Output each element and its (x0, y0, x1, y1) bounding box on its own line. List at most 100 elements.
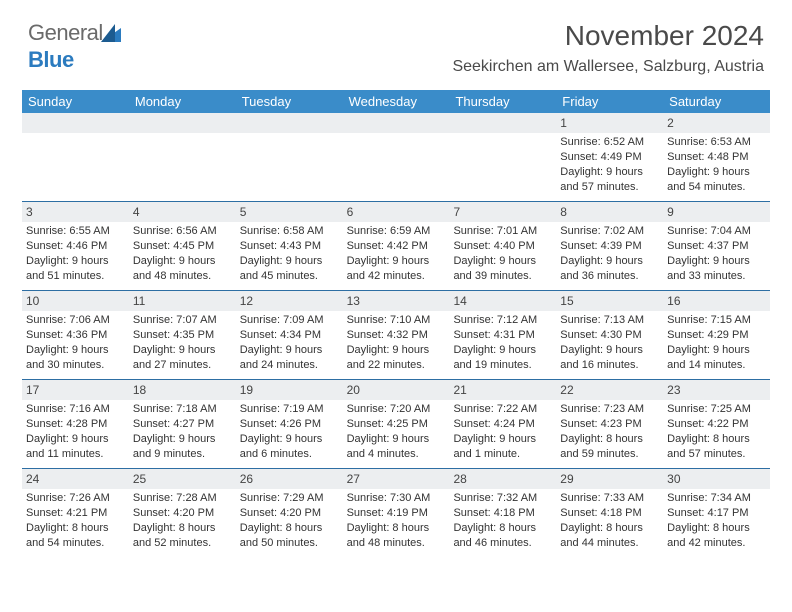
day-cell: 9Sunrise: 7:04 AMSunset: 4:37 PMDaylight… (663, 202, 770, 290)
day-number: 5 (236, 202, 343, 222)
day-number: 1 (556, 113, 663, 133)
day-number: 7 (449, 202, 556, 222)
day-body: Sunrise: 6:53 AMSunset: 4:48 PMDaylight:… (667, 135, 766, 194)
sunrise-text: Sunrise: 7:07 AM (133, 313, 232, 328)
sunrise-text: Sunrise: 6:59 AM (347, 224, 446, 239)
day-header-monday: Monday (129, 90, 236, 113)
sunrise-text: Sunrise: 6:55 AM (26, 224, 125, 239)
day-header-tuesday: Tuesday (236, 90, 343, 113)
day-number: 20 (343, 380, 450, 400)
daylight-text: Daylight: 9 hours and 1 minute. (453, 432, 552, 462)
daylight-text: Daylight: 8 hours and 48 minutes. (347, 521, 446, 551)
daylight-text: Daylight: 9 hours and 6 minutes. (240, 432, 339, 462)
day-body: Sunrise: 7:18 AMSunset: 4:27 PMDaylight:… (133, 402, 232, 461)
day-cell: 23Sunrise: 7:25 AMSunset: 4:22 PMDayligh… (663, 380, 770, 468)
sunset-text: Sunset: 4:32 PM (347, 328, 446, 343)
day-number: 12 (236, 291, 343, 311)
day-header-saturday: Saturday (663, 90, 770, 113)
daylight-text: Daylight: 9 hours and 19 minutes. (453, 343, 552, 373)
logo-general-text: General (28, 20, 103, 45)
daylight-text: Daylight: 9 hours and 33 minutes. (667, 254, 766, 284)
sunset-text: Sunset: 4:29 PM (667, 328, 766, 343)
logo-blue-text: Blue (28, 47, 74, 72)
daylight-text: Daylight: 8 hours and 59 minutes. (560, 432, 659, 462)
daylight-text: Daylight: 9 hours and 30 minutes. (26, 343, 125, 373)
sunset-text: Sunset: 4:42 PM (347, 239, 446, 254)
sunset-text: Sunset: 4:49 PM (560, 150, 659, 165)
header: General Blue November 2024 Seekirchen am… (0, 0, 792, 82)
day-body: Sunrise: 6:58 AMSunset: 4:43 PMDaylight:… (240, 224, 339, 283)
sunrise-text: Sunrise: 7:06 AM (26, 313, 125, 328)
logo: General Blue (28, 20, 121, 73)
sunrise-text: Sunrise: 7:16 AM (26, 402, 125, 417)
day-body: Sunrise: 7:33 AMSunset: 4:18 PMDaylight:… (560, 491, 659, 550)
calendar: Sunday Monday Tuesday Wednesday Thursday… (22, 90, 770, 557)
location-text: Seekirchen am Wallersee, Salzburg, Austr… (452, 58, 764, 76)
daylight-text: Daylight: 9 hours and 36 minutes. (560, 254, 659, 284)
sunset-text: Sunset: 4:25 PM (347, 417, 446, 432)
week-row: 1Sunrise: 6:52 AMSunset: 4:49 PMDaylight… (22, 113, 770, 202)
sunset-text: Sunset: 4:21 PM (26, 506, 125, 521)
day-number-empty (129, 113, 236, 133)
day-body: Sunrise: 7:16 AMSunset: 4:28 PMDaylight:… (26, 402, 125, 461)
day-header-wednesday: Wednesday (343, 90, 450, 113)
day-body: Sunrise: 6:59 AMSunset: 4:42 PMDaylight:… (347, 224, 446, 283)
day-number: 16 (663, 291, 770, 311)
week-row: 17Sunrise: 7:16 AMSunset: 4:28 PMDayligh… (22, 380, 770, 469)
daylight-text: Daylight: 9 hours and 51 minutes. (26, 254, 125, 284)
sunrise-text: Sunrise: 7:18 AM (133, 402, 232, 417)
day-cell: 1Sunrise: 6:52 AMSunset: 4:49 PMDaylight… (556, 113, 663, 201)
day-body: Sunrise: 7:06 AMSunset: 4:36 PMDaylight:… (26, 313, 125, 372)
day-cell: 13Sunrise: 7:10 AMSunset: 4:32 PMDayligh… (343, 291, 450, 379)
day-body: Sunrise: 7:12 AMSunset: 4:31 PMDaylight:… (453, 313, 552, 372)
day-body: Sunrise: 7:28 AMSunset: 4:20 PMDaylight:… (133, 491, 232, 550)
sunset-text: Sunset: 4:24 PM (453, 417, 552, 432)
sunset-text: Sunset: 4:35 PM (133, 328, 232, 343)
week-row: 10Sunrise: 7:06 AMSunset: 4:36 PMDayligh… (22, 291, 770, 380)
sunset-text: Sunset: 4:48 PM (667, 150, 766, 165)
day-cell (449, 113, 556, 201)
sunrise-text: Sunrise: 7:04 AM (667, 224, 766, 239)
day-cell: 22Sunrise: 7:23 AMSunset: 4:23 PMDayligh… (556, 380, 663, 468)
day-body: Sunrise: 6:52 AMSunset: 4:49 PMDaylight:… (560, 135, 659, 194)
day-body: Sunrise: 7:19 AMSunset: 4:26 PMDaylight:… (240, 402, 339, 461)
sunset-text: Sunset: 4:20 PM (240, 506, 339, 521)
day-cell: 18Sunrise: 7:18 AMSunset: 4:27 PMDayligh… (129, 380, 236, 468)
day-cell: 20Sunrise: 7:20 AMSunset: 4:25 PMDayligh… (343, 380, 450, 468)
sunrise-text: Sunrise: 7:26 AM (26, 491, 125, 506)
day-body: Sunrise: 7:34 AMSunset: 4:17 PMDaylight:… (667, 491, 766, 550)
daylight-text: Daylight: 9 hours and 39 minutes. (453, 254, 552, 284)
day-number: 9 (663, 202, 770, 222)
day-number: 14 (449, 291, 556, 311)
day-cell: 27Sunrise: 7:30 AMSunset: 4:19 PMDayligh… (343, 469, 450, 557)
sunrise-text: Sunrise: 7:20 AM (347, 402, 446, 417)
day-number: 4 (129, 202, 236, 222)
daylight-text: Daylight: 9 hours and 42 minutes. (347, 254, 446, 284)
daylight-text: Daylight: 8 hours and 46 minutes. (453, 521, 552, 551)
sunrise-text: Sunrise: 6:58 AM (240, 224, 339, 239)
sunset-text: Sunset: 4:39 PM (560, 239, 659, 254)
daylight-text: Daylight: 9 hours and 22 minutes. (347, 343, 446, 373)
daylight-text: Daylight: 9 hours and 11 minutes. (26, 432, 125, 462)
day-body: Sunrise: 7:04 AMSunset: 4:37 PMDaylight:… (667, 224, 766, 283)
daylight-text: Daylight: 8 hours and 50 minutes. (240, 521, 339, 551)
day-cell: 21Sunrise: 7:22 AMSunset: 4:24 PMDayligh… (449, 380, 556, 468)
day-cell: 12Sunrise: 7:09 AMSunset: 4:34 PMDayligh… (236, 291, 343, 379)
day-number-empty (22, 113, 129, 133)
day-cell: 10Sunrise: 7:06 AMSunset: 4:36 PMDayligh… (22, 291, 129, 379)
day-body: Sunrise: 7:01 AMSunset: 4:40 PMDaylight:… (453, 224, 552, 283)
day-cell: 8Sunrise: 7:02 AMSunset: 4:39 PMDaylight… (556, 202, 663, 290)
day-cell: 29Sunrise: 7:33 AMSunset: 4:18 PMDayligh… (556, 469, 663, 557)
sunset-text: Sunset: 4:46 PM (26, 239, 125, 254)
day-number: 26 (236, 469, 343, 489)
day-cell: 17Sunrise: 7:16 AMSunset: 4:28 PMDayligh… (22, 380, 129, 468)
sunset-text: Sunset: 4:26 PM (240, 417, 339, 432)
day-body: Sunrise: 7:32 AMSunset: 4:18 PMDaylight:… (453, 491, 552, 550)
day-number: 18 (129, 380, 236, 400)
sunrise-text: Sunrise: 7:19 AM (240, 402, 339, 417)
day-body: Sunrise: 7:30 AMSunset: 4:19 PMDaylight:… (347, 491, 446, 550)
day-body: Sunrise: 7:25 AMSunset: 4:22 PMDaylight:… (667, 402, 766, 461)
day-body: Sunrise: 7:07 AMSunset: 4:35 PMDaylight:… (133, 313, 232, 372)
day-number: 11 (129, 291, 236, 311)
day-number-empty (449, 113, 556, 133)
